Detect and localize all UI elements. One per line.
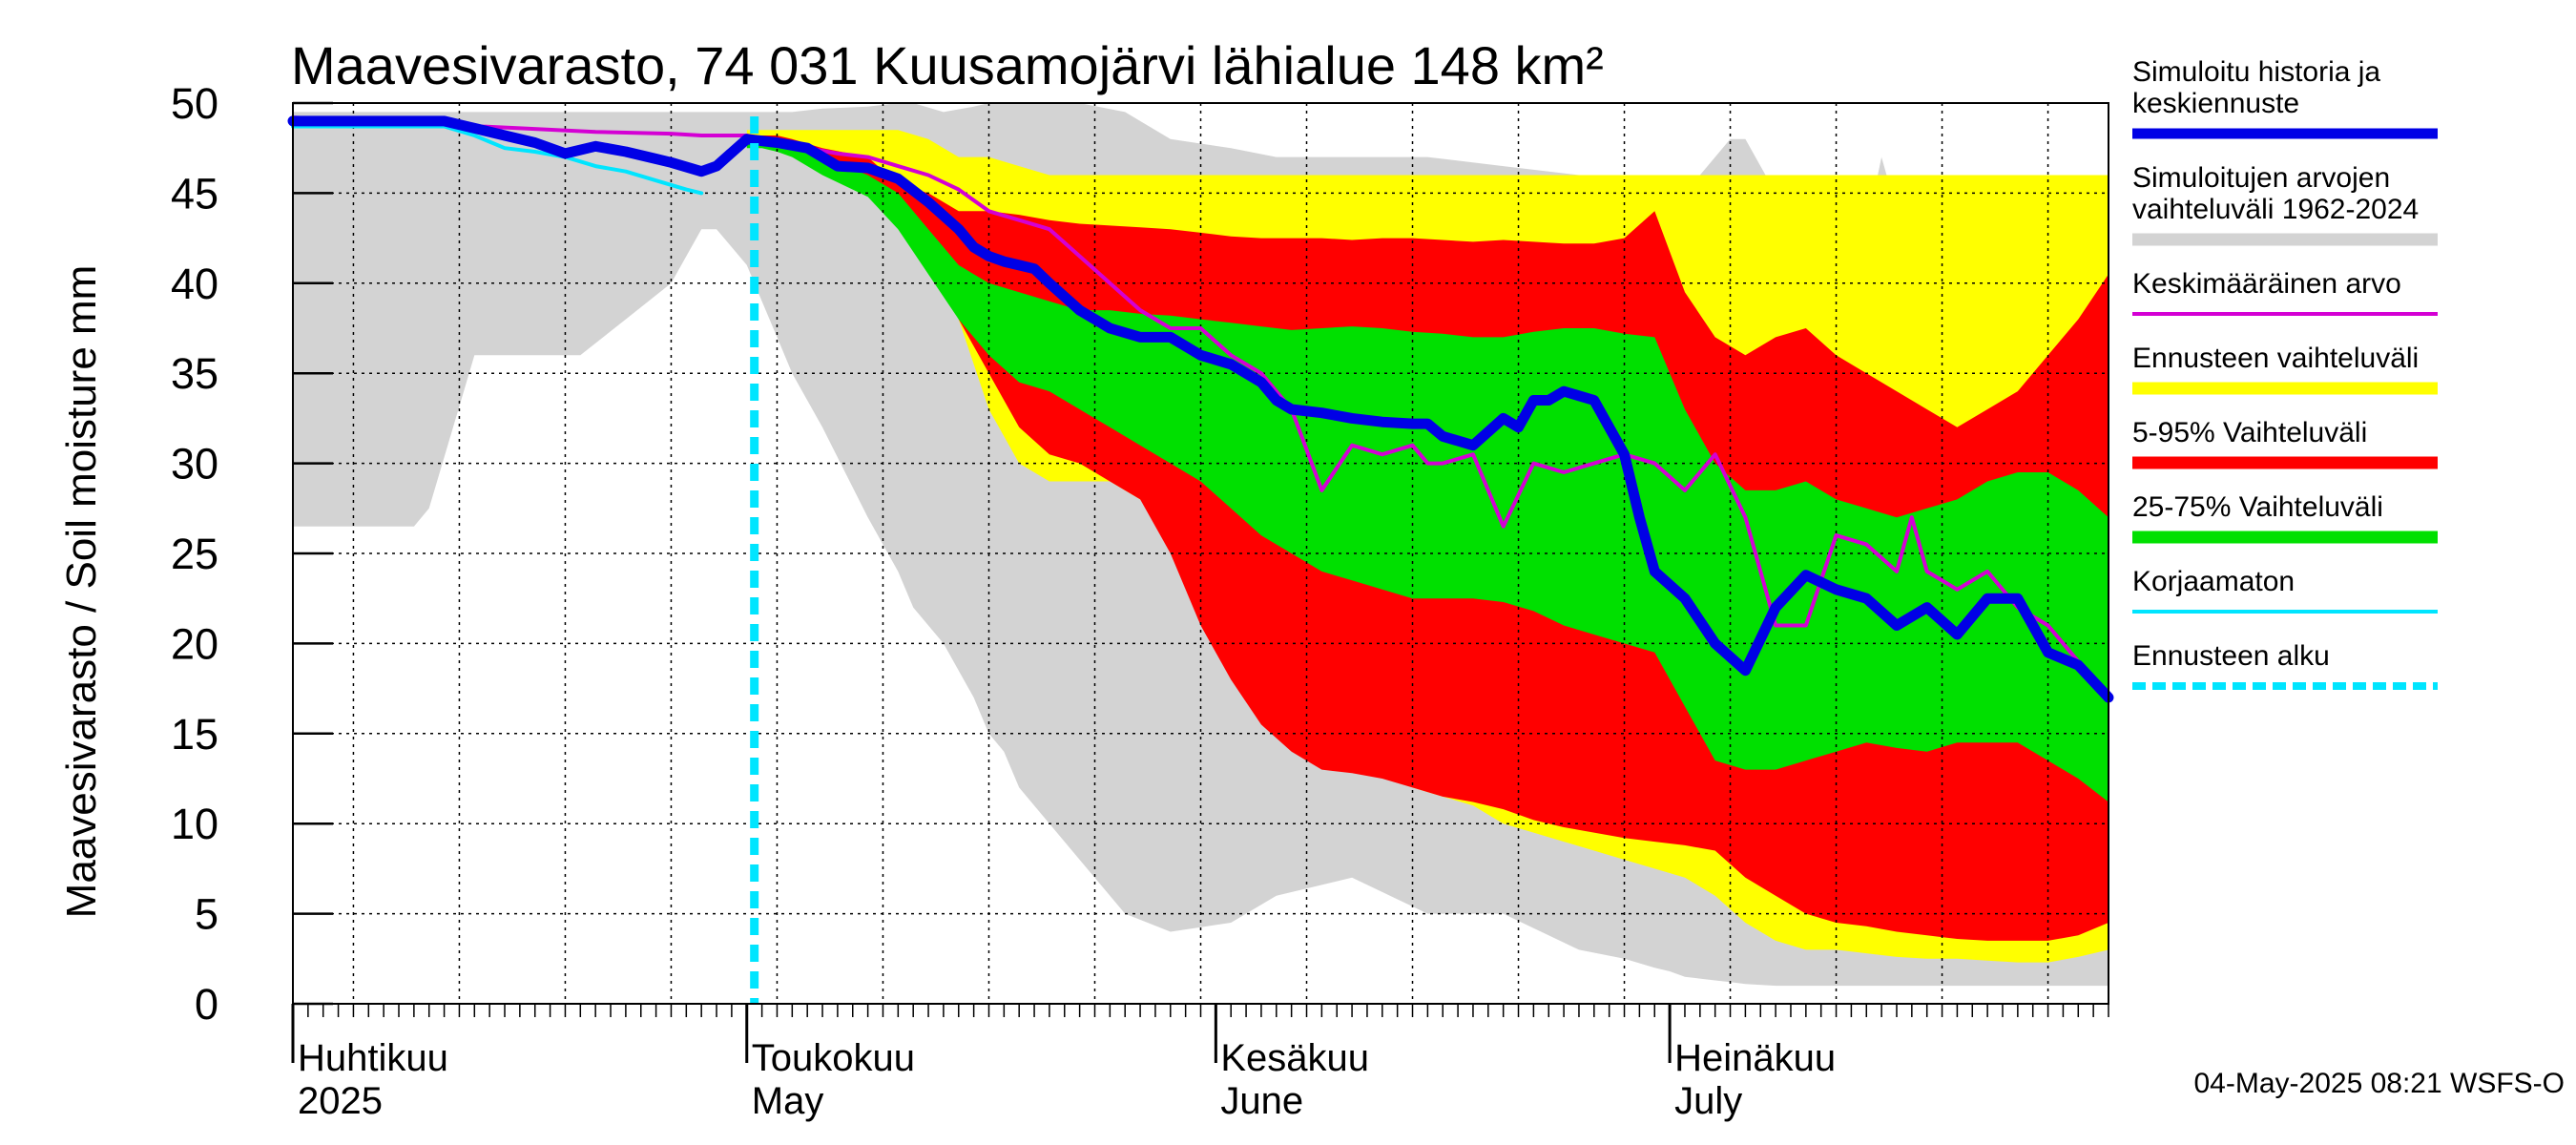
lines-layer <box>287 115 2114 1004</box>
y-tick-label: 0 <box>195 980 218 1029</box>
legend-label: Korjaamaton <box>2132 566 2295 597</box>
legend-label: 5-95% Vaihteluväli <box>2132 417 2367 448</box>
y-tick-label: 40 <box>171 260 218 308</box>
month-label-fi: Toukokuu <box>752 1037 915 1079</box>
band-25-75 <box>746 138 2109 802</box>
month-label-en: June <box>1220 1080 1303 1122</box>
line-simulated <box>287 115 2114 703</box>
legend-label: Simuloitu historia ja <box>2132 56 2380 88</box>
grid-layer <box>293 102 2109 1004</box>
legend-label: keskiennuste <box>2132 88 2299 119</box>
y-axis-label: Maavesivarasto / Soil moisture mm <box>58 265 105 919</box>
y-tick-label: 30 <box>171 440 218 489</box>
legend-label: 25-75% Vaihteluväli <box>2132 491 2383 523</box>
month-label-en: 2025 <box>298 1080 383 1122</box>
y-tick-label: 10 <box>171 800 218 848</box>
y-tick-label: 45 <box>171 169 218 218</box>
legend-label: Ennusteen alku <box>2132 640 2330 672</box>
y-tick-label: 5 <box>195 890 218 939</box>
timestamp: 04-May-2025 08:21 WSFS-O <box>2194 1068 2566 1099</box>
month-label-fi: Huhtikuu <box>298 1037 448 1079</box>
legend-label: vaihteluväli 1962-2024 <box>2132 194 2419 225</box>
chart-title: Maavesivarasto, 74 031 Kuusamojärvi lähi… <box>291 35 1604 95</box>
axes-layer: 05101520253035404550Huhtikuu2025Toukokuu… <box>171 79 2109 1122</box>
y-tick-label: 25 <box>171 530 218 578</box>
month-label-fi: Kesäkuu <box>1220 1037 1369 1079</box>
y-tick-label: 15 <box>171 710 218 759</box>
legend-label: Keskimääräinen arvo <box>2132 268 2401 300</box>
legend-label: Ennusteen vaihteluväli <box>2132 343 2419 374</box>
y-tick-label: 20 <box>171 619 218 668</box>
month-label-fi: Heinäkuu <box>1674 1037 1836 1079</box>
y-tick-label: 50 <box>171 79 218 128</box>
bands-layer <box>293 103 2109 987</box>
y-tick-label: 35 <box>171 349 218 398</box>
legend-label: Simuloitujen arvojen <box>2132 162 2390 194</box>
month-label-en: May <box>752 1080 824 1122</box>
month-label-en: July <box>1674 1080 1742 1122</box>
